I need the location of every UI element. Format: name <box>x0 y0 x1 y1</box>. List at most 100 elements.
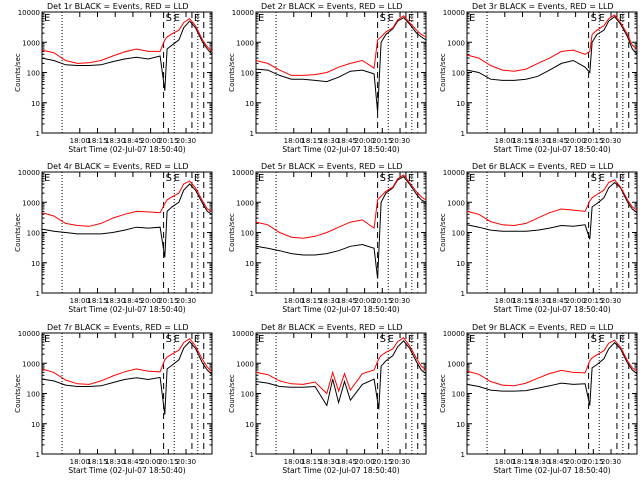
y-tick-label: 1 <box>250 130 254 138</box>
x-tick-label: 20:15 <box>583 137 603 145</box>
x-tick-label: 20:00 <box>355 297 375 305</box>
y-tick-label: 1000 <box>236 199 254 207</box>
y-axis-label: Counts/sec <box>228 53 236 92</box>
x-tick-label: 18:30 <box>319 458 339 466</box>
x-tick-label: 18:00 <box>70 137 90 145</box>
y-tick-label: 1 <box>36 290 40 298</box>
x-tick-label: 18:45 <box>337 458 357 466</box>
x-tick-label: 20:15 <box>158 297 178 305</box>
corner-label: S <box>380 173 386 184</box>
y-tick-label: 10000 <box>232 330 254 338</box>
corner-label: E <box>599 13 605 24</box>
corner-label: S <box>380 334 386 345</box>
y-tick-label: 10 <box>245 260 254 268</box>
x-tick-label: 18:00 <box>284 297 304 305</box>
series-lld-line <box>255 174 427 239</box>
corner-label: E <box>388 173 394 184</box>
x-tick-label: 20:30 <box>601 458 621 466</box>
series-events-line <box>255 176 427 279</box>
y-tick-label: 1000 <box>22 39 40 47</box>
x-tick-label: 18:30 <box>319 137 339 145</box>
corner-label: S <box>166 13 172 24</box>
y-axis-label: Counts/sec <box>439 374 447 413</box>
y-tick-label: 10 <box>456 100 465 108</box>
subplot-6: Det 6r BLACK = Events, RED = LLD 1 10 100 10… <box>439 162 638 314</box>
x-tick-label: 18:30 <box>530 137 550 145</box>
corner-label: S <box>380 13 386 24</box>
series-lld-line <box>466 179 638 227</box>
x-tick-label: 18:45 <box>548 458 568 466</box>
series-events-line <box>255 17 427 112</box>
series-lld-line <box>255 15 427 76</box>
y-tick-label: 1000 <box>236 360 254 368</box>
x-tick-label: 18:15 <box>87 458 107 466</box>
y-tick-label: 1000 <box>447 39 465 47</box>
subplot-title: Det 4r BLACK = Events, RED = LLD <box>47 162 189 171</box>
x-tick-label: 20:30 <box>390 458 410 466</box>
x-tick-label: 18:45 <box>123 297 143 305</box>
y-tick-label: 10000 <box>443 169 465 177</box>
x-tick-label: 18:00 <box>70 458 90 466</box>
y-tick-label: 10 <box>456 260 465 268</box>
series-lld-line <box>255 337 427 395</box>
x-tick-label: 18:45 <box>337 297 357 305</box>
subplot-title: Det 7r BLACK = Events, RED = LLD <box>47 323 189 332</box>
corner-label: E <box>408 13 414 24</box>
y-tick-label: 1000 <box>22 199 40 207</box>
y-tick-label: 10000 <box>18 9 40 17</box>
y-tick-label: 10000 <box>18 169 40 177</box>
y-tick-label: 100 <box>27 391 40 399</box>
x-axis-label: Start Time (02-Jul-07 18:50:40) <box>493 145 610 154</box>
y-tick-label: 10 <box>245 421 254 429</box>
corner-label: S <box>166 334 172 345</box>
x-tick-label: 18:00 <box>70 297 90 305</box>
series-events-line <box>466 341 638 406</box>
subplot-title: Det 3r BLACK = Events, RED = LLD <box>472 2 614 11</box>
x-tick-label: 20:30 <box>601 297 621 305</box>
plot-frame <box>466 171 638 294</box>
x-tick-label: 18:00 <box>284 137 304 145</box>
x-tick-label: 20:15 <box>372 137 392 145</box>
corner-label: E <box>388 334 394 345</box>
subplot-title: Det 8r BLACK = Events, RED = LLD <box>261 323 403 332</box>
x-tick-label: 20:30 <box>176 297 196 305</box>
corner-label: S <box>591 13 597 24</box>
x-tick-label: 18:15 <box>301 458 321 466</box>
y-axis-label: Counts/sec <box>228 213 236 252</box>
plot-frame <box>41 332 213 455</box>
x-tick-label: 18:45 <box>548 297 568 305</box>
plot-frame <box>466 11 638 134</box>
corner-label: E <box>174 173 180 184</box>
subplot-title: Det 9r BLACK = Events, RED = LLD <box>472 323 614 332</box>
x-axis-label: Start Time (02-Jul-07 18:50:40) <box>68 305 185 314</box>
x-tick-label: 20:00 <box>566 297 586 305</box>
corner-label: E <box>194 13 200 24</box>
y-tick-label: 100 <box>241 391 254 399</box>
series-events-line <box>41 20 213 91</box>
series-lld-line <box>41 180 213 227</box>
subplot-2: Det 2r BLACK = Events, RED = LLD 1 10 100 10… <box>228 2 427 154</box>
corner-label: E <box>619 13 625 24</box>
y-tick-label: 1 <box>250 451 254 459</box>
plot-frame <box>255 11 427 134</box>
y-tick-label: 100 <box>241 230 254 238</box>
y-axis-label: Counts/sec <box>439 53 447 92</box>
x-tick-label: 18:45 <box>123 137 143 145</box>
corner-label: E <box>174 13 180 24</box>
x-tick-label: 20:00 <box>566 458 586 466</box>
y-tick-label: 100 <box>27 230 40 238</box>
x-tick-label: 18:15 <box>87 137 107 145</box>
y-axis-label: Counts/sec <box>439 213 447 252</box>
subplot-title: Det 1r BLACK = Events, RED = LLD <box>47 2 189 11</box>
x-tick-label: 18:45 <box>123 458 143 466</box>
y-tick-label: 10000 <box>232 169 254 177</box>
series-lld-line <box>41 18 213 64</box>
corner-label: E <box>619 173 625 184</box>
y-tick-label: 1 <box>36 130 40 138</box>
x-tick-label: 18:45 <box>337 137 357 145</box>
x-tick-label: 20:30 <box>390 137 410 145</box>
x-axis-label: Start Time (02-Jul-07 18:50:40) <box>282 305 399 314</box>
x-axis-label: Start Time (02-Jul-07 18:50:40) <box>493 305 610 314</box>
corner-label: E <box>619 334 625 345</box>
subplot-title: Det 2r BLACK = Events, RED = LLD <box>261 2 403 11</box>
